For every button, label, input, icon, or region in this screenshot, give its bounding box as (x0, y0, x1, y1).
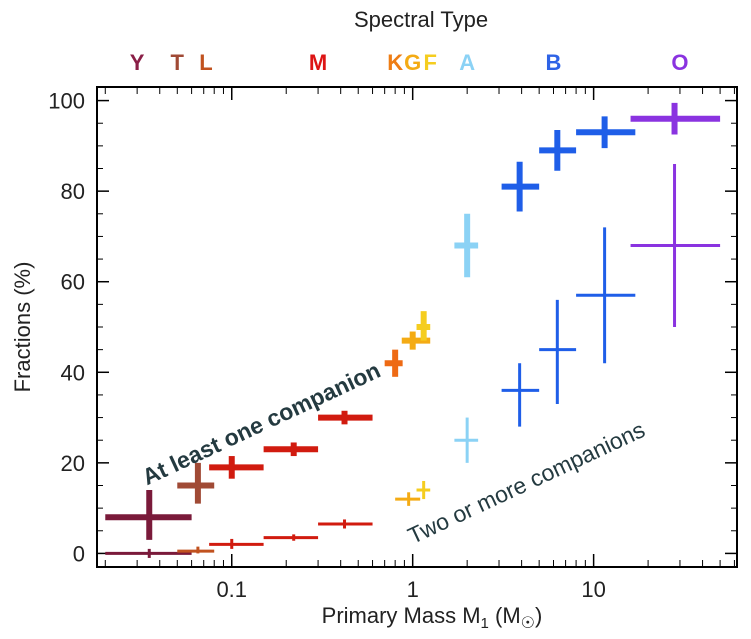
annotations: At least one companion Two or more compan… (138, 357, 649, 549)
data-point (501, 363, 540, 427)
spectral-type-a: A (459, 50, 475, 75)
data-point (630, 163, 721, 327)
x-axis-title: Primary Mass M1 (M☉) (322, 603, 543, 632)
data-point (576, 227, 636, 364)
data-point (395, 492, 421, 506)
data-point (177, 546, 215, 554)
data-point (263, 534, 319, 541)
x-axis-title-xlabel-unit-sym: ☉ (521, 615, 535, 632)
data-point (539, 130, 577, 171)
spectral-type-f: F (423, 50, 436, 75)
data-point (209, 456, 264, 479)
x-tick-label: 10 (581, 577, 605, 602)
x-tick-label: 0.1 (216, 577, 247, 602)
data-point (454, 213, 479, 278)
x-tick-label: 1 (407, 577, 419, 602)
data-point (318, 519, 373, 529)
spectral-type-o: O (671, 50, 688, 75)
y-tick-label: 40 (61, 360, 85, 385)
series-two-or-more (105, 163, 721, 558)
data-point (105, 548, 192, 558)
x-axis-title-xlabel-unit-close: ) (535, 603, 542, 628)
data-point (384, 349, 403, 377)
data-point (318, 410, 373, 425)
data-point (501, 161, 540, 212)
y-tick-label: 80 (61, 179, 85, 204)
spectral-type-title: Spectral Type (354, 7, 488, 32)
data-point (105, 490, 192, 540)
series-at-least-one (105, 102, 721, 540)
data-point (177, 462, 215, 504)
data-series (105, 102, 721, 558)
axes: 0 20 40 60 80 100 0.1 1 10 Primary Mass M1 (M☉) Fr… (10, 86, 738, 632)
data-point (416, 480, 431, 500)
x-axis-title-xlabel-unit-open: (M (489, 603, 521, 628)
spectral-type-y: Y (130, 50, 145, 75)
data-point (454, 417, 479, 463)
spectral-type-g: G (404, 50, 421, 75)
data-point (416, 311, 431, 341)
spectral-type-t: T (171, 50, 185, 75)
x-axis-title-xlabel: Primary Mass M (322, 603, 481, 628)
x-axis-title-xlabel-sub: 1 (481, 615, 489, 632)
y-tick-label: 100 (48, 89, 85, 114)
y-axis-title: Fractions (%) (10, 262, 35, 393)
spectral-type-axis: Spectral Type Y T L M K G F A B O (130, 7, 689, 75)
spectral-type-l: L (199, 50, 212, 75)
data-point (209, 538, 264, 549)
data-point (630, 102, 721, 135)
spectral-type-b: B (546, 50, 562, 75)
y-tick-label: 20 (61, 451, 85, 476)
annotation-two-or-more: Two or more companions (404, 416, 649, 549)
data-point (263, 442, 319, 457)
y-tick-label: 60 (61, 270, 85, 295)
spectral-type-k: K (387, 50, 403, 75)
data-point (576, 116, 636, 149)
spectral-type-m: M (309, 50, 327, 75)
data-point (539, 299, 577, 404)
y-tick-label: 0 (73, 541, 85, 566)
